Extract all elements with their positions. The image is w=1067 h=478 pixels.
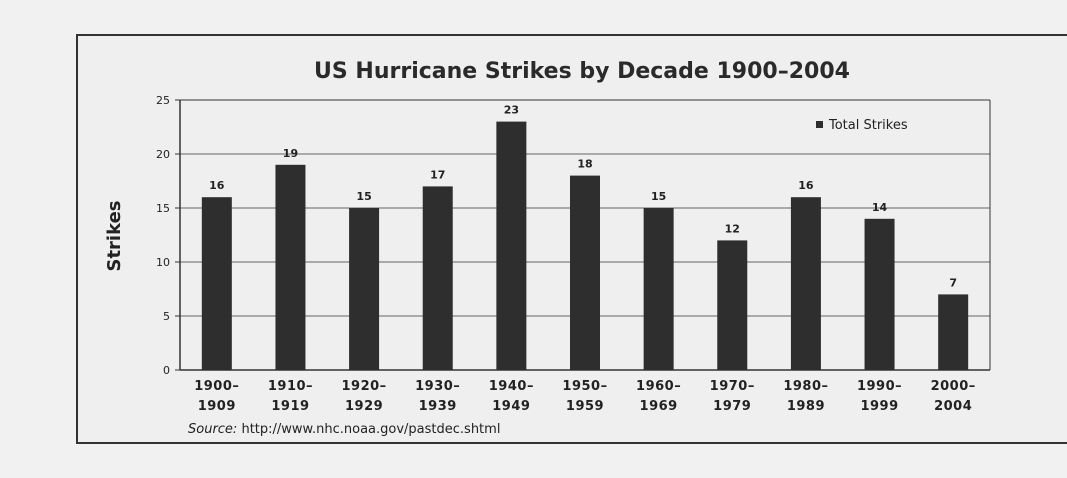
y-tick-labels: 0 5 10 15 20 25 — [156, 94, 170, 377]
chart-title: US Hurricane Strikes by Decade 1900–2004 — [314, 59, 850, 84]
x-tick-label-end: 1999 — [860, 399, 898, 414]
bar — [275, 164, 306, 370]
x-tick-label-start: 1980– — [783, 379, 828, 394]
legend-label: Total Strikes — [828, 118, 908, 133]
x-tick-label-end: 1949 — [492, 399, 530, 414]
x-tick-label-start: 1950– — [562, 379, 607, 394]
x-tick-label-end: 1919 — [271, 399, 309, 414]
y-axis-label: Strikes — [104, 200, 125, 271]
bar — [422, 186, 453, 370]
legend: Total Strikes — [816, 118, 908, 133]
y-tick-label: 0 — [163, 364, 170, 377]
bar — [349, 208, 380, 370]
x-tick-label-start: 2000– — [931, 379, 976, 394]
bar-value-label: 7 — [949, 276, 957, 289]
x-tick-label-end: 1989 — [787, 399, 825, 414]
bar — [938, 294, 969, 370]
bar-value-label: 15 — [356, 190, 371, 203]
bar-value-label: 23 — [504, 104, 519, 117]
legend-swatch — [816, 121, 823, 128]
source-note: Source: http://www.nhc.noaa.gov/pastdec.… — [188, 422, 500, 437]
x-tick-label-start: 1990– — [857, 379, 902, 394]
bar — [570, 175, 600, 370]
x-tick-label-end: 1909 — [198, 399, 236, 414]
bar — [864, 218, 895, 370]
x-tick-label-start: 1910– — [268, 379, 313, 394]
bar — [643, 208, 674, 370]
y-tick-label: 10 — [156, 256, 170, 269]
x-tick-label-start: 1930– — [415, 379, 460, 394]
x-tick-label-end: 2004 — [934, 399, 972, 414]
x-tick-label-start: 1900– — [194, 379, 239, 394]
x-tick-label-start: 1940– — [489, 379, 534, 394]
bar-value-label: 16 — [798, 179, 814, 192]
x-tick-label-end: 1969 — [640, 399, 678, 414]
bar — [717, 240, 748, 370]
x-tick-label-end: 1939 — [419, 399, 457, 414]
x-tick-label-start: 1960– — [636, 379, 681, 394]
data-labels: 16 19 15 17 23 18 15 12 16 14 7 — [209, 104, 957, 290]
bar — [790, 197, 821, 370]
x-tick-label-end: 1929 — [345, 399, 383, 414]
x-tick-label-end: 1959 — [566, 399, 604, 414]
x-tick-label-end: 1979 — [713, 399, 751, 414]
y-tick-label: 5 — [163, 310, 170, 323]
source-prefix: Source: — [188, 422, 237, 437]
y-tick-label: 20 — [156, 148, 170, 161]
bar-value-label: 16 — [209, 179, 225, 192]
y-tick-label: 25 — [156, 94, 170, 107]
y-tick-label: 15 — [156, 202, 170, 215]
bars — [201, 121, 969, 370]
bar — [201, 197, 232, 370]
bar-value-label: 12 — [725, 222, 740, 235]
x-tick-label-start: 1970– — [710, 379, 755, 394]
bar — [496, 121, 527, 370]
bar-value-label: 19 — [283, 147, 298, 160]
x-tick-label-start: 1920– — [341, 379, 386, 394]
bar-value-label: 14 — [872, 201, 888, 214]
bar-value-label: 17 — [430, 168, 445, 181]
source-url: http://www.nhc.noaa.gov/pastdec.shtml — [241, 422, 500, 437]
x-tick-labels: 1900– 1909 1910– 1919 1920– 1929 1930– 1939 1940… — [194, 379, 976, 414]
bar-value-label: 15 — [651, 190, 666, 203]
bar-value-label: 18 — [577, 158, 592, 171]
